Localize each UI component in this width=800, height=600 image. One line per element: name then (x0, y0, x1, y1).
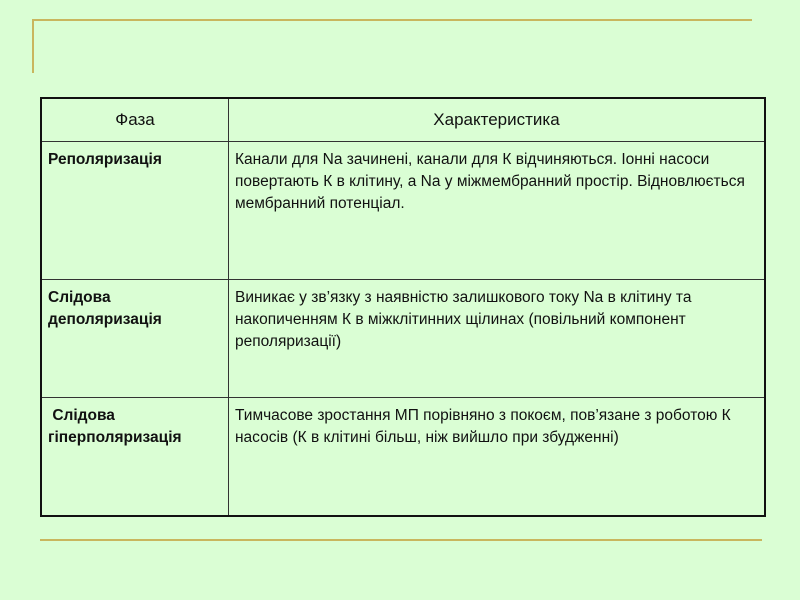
phase-cell: Слідова деполяризація (40, 279, 229, 398)
header-phase: Фаза (40, 97, 229, 142)
phases-table: Фаза Характеристика Реполяризація Канали… (40, 97, 766, 517)
description-cell: Тимчасове зростання МП порівняно з покоє… (228, 397, 766, 516)
top-rule (32, 19, 752, 21)
bottom-rule (40, 539, 762, 541)
phase-cell: Слідова гіперполяризація (40, 397, 229, 516)
phase-cell: Реполяризація (40, 141, 229, 280)
description-cell: Виникає у зв’язку з наявністю залишковог… (228, 279, 766, 398)
left-rule (32, 19, 34, 73)
table-header-row: Фаза Характеристика (40, 97, 766, 142)
table-row: Реполяризація Канали для Na зачинені, ка… (40, 141, 766, 280)
table-row: Слідова деполяризація Виникає у зв’язку … (40, 279, 766, 398)
description-cell: Канали для Na зачинені, канали для К від… (228, 141, 766, 280)
table-row: Слідова гіперполяризація Тимчасове зрост… (40, 397, 766, 516)
header-characteristic: Характеристика (228, 97, 766, 142)
